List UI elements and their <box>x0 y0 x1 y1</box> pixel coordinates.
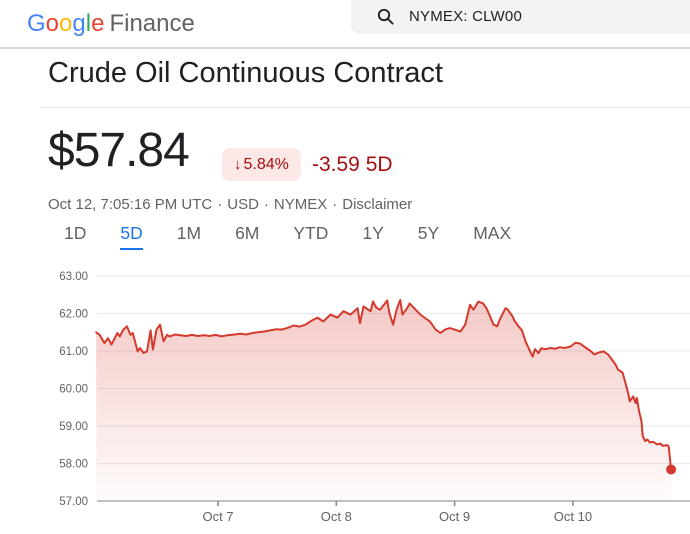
meta-separator: · <box>263 196 269 213</box>
search-input[interactable]: NYMEX: CLW00 <box>409 7 522 25</box>
y-axis-label: 59.00 <box>59 421 88 433</box>
change-percent-badge: ↓ 5.84% <box>222 148 301 181</box>
disclaimer-link[interactable]: Disclaimer <box>342 196 413 213</box>
header-divider <box>0 47 690 49</box>
range-tabs: 1D 5D 1M 6M YTD 1Y 5Y MAX <box>64 223 511 250</box>
down-arrow-icon: ↓ <box>234 156 242 173</box>
tab-1y[interactable]: 1Y <box>362 223 384 243</box>
finance-logo-text: Finance <box>109 10 195 37</box>
search-icon[interactable] <box>377 8 394 25</box>
y-axis-label: 62.00 <box>59 309 88 321</box>
meta-separator: · <box>217 196 223 213</box>
x-axis-label: Oct 9 <box>439 509 470 524</box>
google-finance-logo[interactable]: Google Finance <box>27 10 195 38</box>
meta-separator: · <box>332 196 338 213</box>
search-box[interactable]: NYMEX: CLW00 <box>351 0 690 34</box>
tab-5y[interactable]: 5Y <box>417 223 440 243</box>
tab-5d[interactable]: 5D <box>120 223 143 250</box>
price-line[interactable] <box>95 299 673 471</box>
y-axis-label: 60.00 <box>59 384 88 396</box>
google-logo-text: Google <box>27 10 105 37</box>
y-axis-label: 61.00 <box>59 346 88 358</box>
y-axis-label: 58.00 <box>59 459 88 471</box>
x-axis-label: Oct 7 <box>202 509 233 524</box>
x-axis-label: Oct 8 <box>321 509 352 524</box>
y-axis-label: 63.00 <box>59 271 88 283</box>
tab-1m[interactable]: 1M <box>176 223 202 243</box>
last-price-dot[interactable] <box>666 464 677 475</box>
quote-currency: USD <box>227 196 259 213</box>
current-price: $57.84 <box>48 124 190 177</box>
tab-ytd[interactable]: YTD <box>293 223 329 243</box>
quote-meta: Oct 12, 7:05:16 PM UTC · USD · NYMEX · Disclai… <box>48 196 412 213</box>
page-title: Crude Oil Continuous Contract <box>48 57 443 89</box>
tab-1d[interactable]: 1D <box>64 223 87 243</box>
quote-exchange: NYMEX <box>273 196 328 213</box>
change-amount: -3.59 5D <box>312 153 393 176</box>
change-percent-value: 5.84% <box>243 155 289 173</box>
x-axis-label: Oct 10 <box>554 509 592 524</box>
tab-max[interactable]: MAX <box>473 223 512 243</box>
tab-6m[interactable]: 6M <box>235 223 260 243</box>
y-axis-label: 57.00 <box>59 496 88 508</box>
price-chart[interactable]: 63.00 62.00 61.00 60.00 59.00 58.00 57.00 Oct 7… <box>0 255 690 534</box>
price-area <box>96 300 672 501</box>
quote-timestamp: Oct 12, 7:05:16 PM UTC <box>48 196 213 213</box>
title-divider <box>40 107 690 108</box>
